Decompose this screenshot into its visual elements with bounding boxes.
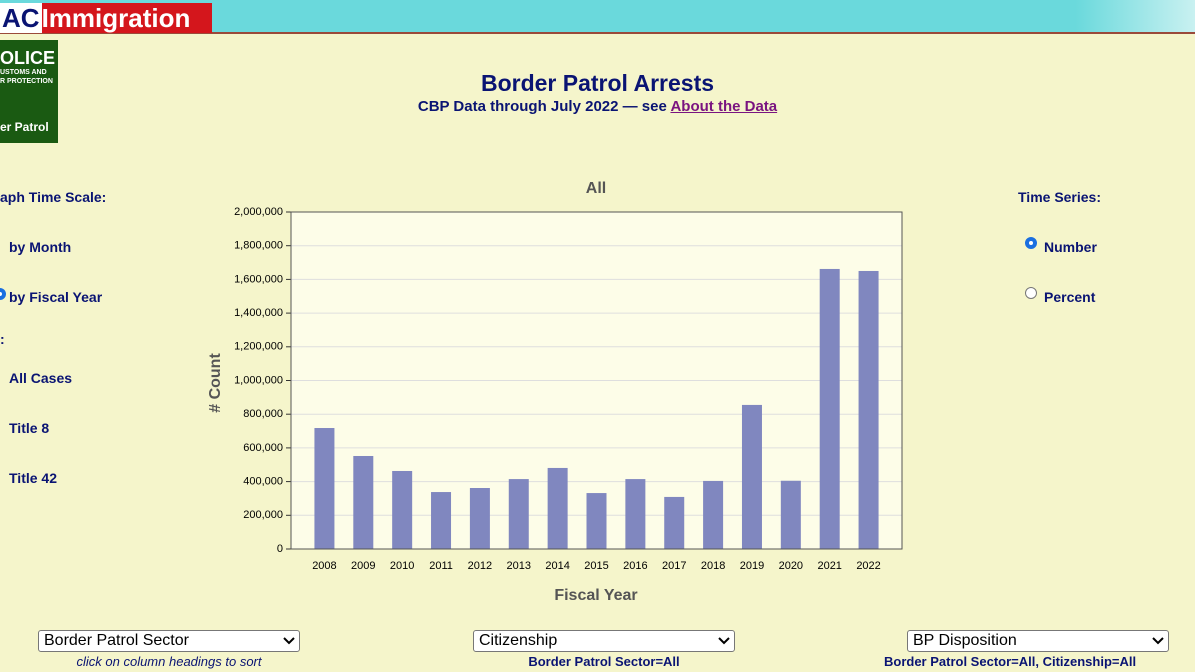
y-tick-label: 1,200,000	[234, 341, 283, 353]
bar	[858, 270, 879, 549]
chevron	[1152, 637, 1164, 645]
radio[interactable]	[0, 288, 6, 300]
y-tick-label: 200,000	[243, 509, 283, 521]
option-label[interactable]: by Fiscal Year	[9, 289, 103, 305]
table-note: Border Patrol Sector=All	[528, 654, 680, 669]
citizenship-select[interactable]: Citizenship	[473, 630, 735, 652]
case-heading: :	[0, 331, 5, 347]
time-series-heading: Time Series:	[1018, 189, 1102, 205]
option-label[interactable]: Title 42	[9, 470, 57, 486]
y-tick-label: 1,000,000	[234, 374, 283, 386]
x-tick-label: 2021	[817, 560, 841, 572]
x-tick-label: 2008	[312, 560, 336, 572]
subtitle: CBP Data through July 2022 — see About t…	[0, 98, 1195, 115]
option-label[interactable]: Percent	[1044, 289, 1096, 305]
y-tick-label: 800,000	[243, 408, 283, 420]
logo-caption: er Patrol	[0, 120, 49, 134]
time-scale-heading: aph Time Scale:	[0, 189, 107, 205]
x-tick-label: 2019	[740, 560, 764, 572]
logo: OLICE USTOMS AND R PROTECTION er Patrol	[0, 40, 58, 143]
bar	[314, 428, 335, 549]
chevron	[283, 637, 295, 645]
chart: All Fiscal Year # Count 0 200,000 400,000 6…	[207, 180, 903, 604]
table-note: Border Patrol Sector=All, Citizenship=Al…	[884, 654, 1137, 669]
x-tick-label: 2012	[468, 560, 492, 572]
sector-select[interactable]: Border Patrol Sector	[38, 630, 300, 652]
table-note: click on column headings to sort	[76, 654, 262, 669]
option-label[interactable]: All Cases	[9, 370, 73, 386]
x-tick-label: 2013	[507, 560, 531, 572]
x-tick-label: 2018	[701, 560, 725, 572]
y-tick-label: 1,800,000	[234, 240, 283, 252]
x-tick-label: 2014	[545, 560, 569, 572]
option-label[interactable]: Title 8	[9, 420, 50, 436]
select-text: Border Patrol Sector	[44, 632, 189, 649]
bar	[431, 492, 452, 549]
y-tick-label: 600,000	[243, 442, 283, 454]
bar	[586, 493, 607, 549]
x-axis-label: Fiscal Year	[554, 587, 637, 604]
y-tick-label: 1,400,000	[234, 307, 283, 319]
brand-prefix: AC	[0, 3, 42, 33]
disposition-select[interactable]: BP Disposition	[907, 630, 1169, 652]
logo-line: OLICE	[0, 48, 56, 68]
brand-name: Immigration	[41, 3, 191, 33]
x-tick-label: 2009	[351, 560, 375, 572]
subtitle-text: CBP Data through July 2022 — see	[417, 98, 667, 115]
x-tick-label: 2017	[662, 560, 686, 572]
bar	[741, 404, 762, 549]
y-tick-label: 400,000	[243, 476, 283, 488]
chart-title: All	[586, 180, 606, 197]
y-tick-label: 1,600,000	[234, 273, 283, 285]
bar	[703, 480, 724, 549]
x-tick-label: 2015	[584, 560, 608, 572]
bar	[819, 268, 840, 549]
chevron	[718, 637, 730, 645]
plot-border	[290, 211, 903, 550]
brand[interactable]: ACImmigration	[0, 3, 212, 33]
option-label[interactable]: by Month	[9, 239, 72, 255]
bar	[469, 488, 490, 549]
logo-line: USTOMS AND	[0, 69, 47, 76]
x-tick-label: 2011	[429, 560, 453, 572]
bar	[392, 470, 413, 549]
x-tick-label: 2016	[623, 560, 647, 572]
radio[interactable]	[1025, 237, 1037, 249]
select-text: Citizenship	[479, 632, 558, 649]
radio[interactable]	[1025, 287, 1037, 299]
bar	[625, 479, 646, 549]
page-title: Border Patrol Arrests	[480, 70, 715, 96]
y-axis-label: # Count	[207, 353, 224, 413]
about-link[interactable]: About the Data	[670, 98, 778, 115]
x-tick-label: 2020	[779, 560, 803, 572]
bar	[664, 496, 685, 549]
y-tick-label: 0	[277, 543, 283, 555]
select-text: BP Disposition	[913, 632, 1017, 649]
x-tick-label: 2022	[856, 560, 880, 572]
option-label[interactable]: Number	[1044, 239, 1097, 255]
bar	[508, 479, 529, 549]
bar	[353, 455, 374, 549]
x-tick-label: 2010	[390, 560, 414, 572]
bar	[547, 467, 568, 549]
logo-line: R PROTECTION	[0, 78, 53, 85]
bar	[780, 480, 801, 549]
y-tick-label: 2,000,000	[234, 206, 283, 218]
